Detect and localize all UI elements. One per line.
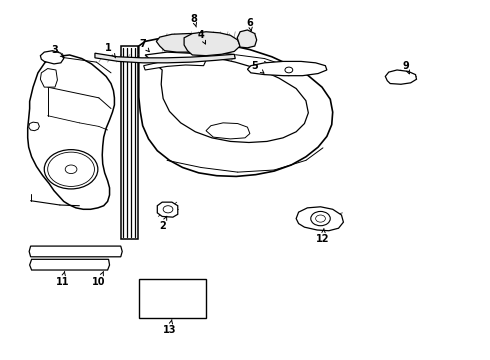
Text: 3: 3 [51,45,64,57]
Text: 10: 10 [92,271,105,287]
Polygon shape [145,52,308,143]
Polygon shape [40,51,64,64]
Text: 1: 1 [105,43,116,58]
Text: 8: 8 [191,14,197,27]
Polygon shape [157,202,178,217]
Text: 5: 5 [251,61,264,73]
Text: 11: 11 [55,271,69,287]
Polygon shape [40,68,57,87]
Polygon shape [28,55,115,209]
Polygon shape [139,39,333,176]
Polygon shape [29,246,122,257]
Polygon shape [30,259,110,270]
Text: 7: 7 [139,39,149,52]
Polygon shape [296,207,343,231]
Polygon shape [385,70,416,84]
Polygon shape [156,33,233,52]
Polygon shape [139,279,206,318]
Polygon shape [95,53,235,63]
Text: 2: 2 [159,216,167,231]
Text: 6: 6 [246,18,253,31]
Polygon shape [184,32,240,56]
Text: 9: 9 [402,61,410,74]
Text: 13: 13 [163,320,176,335]
Polygon shape [237,30,257,48]
Polygon shape [206,123,250,139]
Text: 4: 4 [198,30,205,44]
Polygon shape [144,59,206,70]
Polygon shape [29,122,39,131]
Text: 12: 12 [316,228,330,244]
Polygon shape [247,62,327,76]
